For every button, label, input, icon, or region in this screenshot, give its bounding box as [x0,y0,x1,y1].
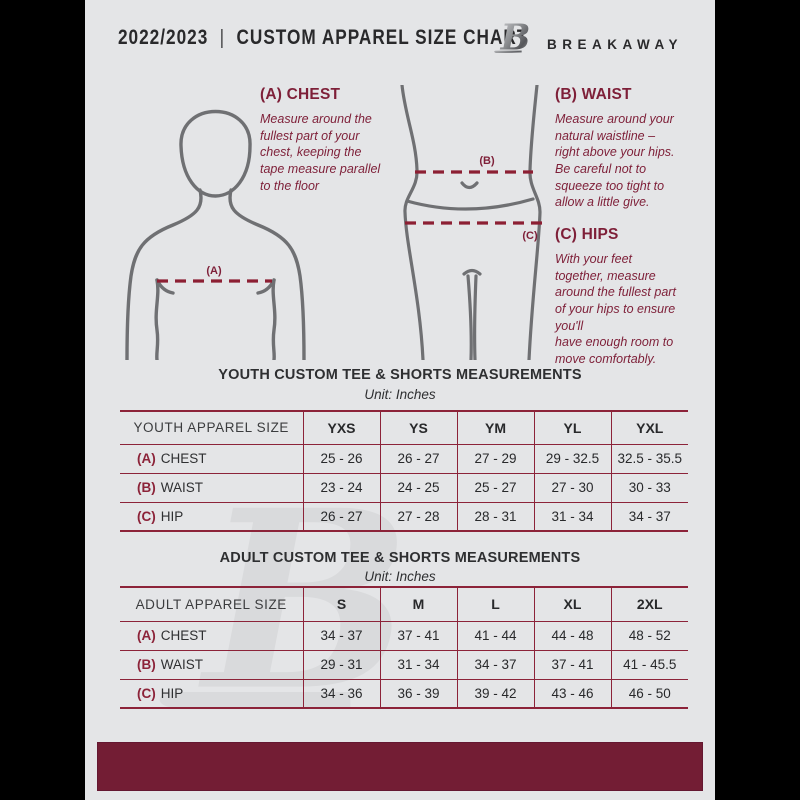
waist-line-label: (B) [479,155,495,167]
table-cell: 23 - 24 [302,473,380,503]
footer-accent-bar [97,742,703,791]
size-header-l: L [456,586,534,622]
youth-table-unit: Unit: Inches [364,387,436,402]
year-label: 2022/2023 [118,26,209,49]
table-cell: 48 - 52 [610,621,688,651]
row-prefix: (B) [137,657,156,672]
brand-logo-icon: B [494,18,530,59]
table-cell: 31 - 34 [379,650,457,680]
table-cell: 24 - 25 [379,473,457,503]
table-cell: 25 - 26 [302,444,380,474]
youth-header-row: YOUTH APPAREL SIZE YXS YS YM YL YXL [120,410,688,445]
waist-heading: (B) WAIST [555,86,632,103]
row-name: WAIST [160,480,203,495]
row-name: HIP [160,508,184,524]
youth-table-title: YOUTH CUSTOM TEE & SHORTS MEASUREMENTS [218,367,582,383]
row-name: WAIST [160,657,203,672]
row-name: HIP [160,685,184,701]
row-prefix: (A) [137,451,156,466]
row-name: CHEST [160,451,207,466]
size-header-ym: YM [456,410,534,445]
table-cell: 31 - 34 [533,502,611,532]
brand-lockup: B BREAKAWAY [491,16,683,62]
table-row: (A) CHEST 25 - 26 26 - 27 27 - 29 29 - 32… [120,444,688,474]
table-cell: 34 - 36 [302,679,380,709]
table-row: (B) WAIST 23 - 24 24 - 25 25 - 27 27 - 30… [120,473,688,503]
youth-size-table: YOUTH APPAREL SIZE YXS YS YM YL YXL (A) C… [120,410,688,532]
adult-table-unit: Unit: Inches [364,569,436,584]
hips-body-text: With your feet together, measure around … [555,252,676,366]
page-title: CUSTOM APPAREL SIZE CHART [236,26,529,49]
size-header-2xl: 2XL [610,586,688,622]
table-cell: 27 - 30 [533,473,611,503]
row-prefix: (C) [137,508,156,524]
table-row: (A) CHEST 34 - 37 37 - 41 41 - 44 44 - 48… [120,621,688,651]
row-prefix: (B) [137,480,156,495]
hips-instructions: (C) HIPS With your feet together, measur… [555,226,713,367]
table-row: (B) WAIST 29 - 31 31 - 34 34 - 37 37 - 41… [120,650,688,680]
size-header-m: M [379,586,457,622]
table-cell: 27 - 29 [456,444,534,474]
table-row: (C) HIP 26 - 27 27 - 28 28 - 31 31 - 34 3… [120,502,688,532]
table-row: (C) HIP 34 - 36 36 - 39 39 - 42 43 - 46 4… [120,679,688,709]
size-header-yxl: YXL [610,410,688,445]
table-cell: 26 - 27 [302,502,380,532]
chest-heading: (A) CHEST [260,86,341,103]
adult-header-row: ADULT APPAREL SIZE S M L XL 2XL [120,586,688,622]
adult-table-title: ADULT CUSTOM TEE & SHORTS MEASUREMENTS [219,550,581,566]
table-cell: 25 - 27 [456,473,534,503]
table-cell: 41 - 44 [456,621,534,651]
adult-size-column-header: ADULT APPAREL SIZE [120,586,303,622]
row-name: CHEST [160,628,207,643]
chest-line-label: (A) [206,265,222,277]
table-cell: 28 - 31 [456,502,534,532]
table-cell: 41 - 45.5 [610,650,688,680]
size-chart-document: B 2022/2023 | CUSTOM APPAREL SIZE CHART … [85,0,715,800]
size-header-yxs: YXS [302,410,380,445]
table-cell: 43 - 46 [533,679,611,709]
size-header-ys: YS [379,410,457,445]
waist-instructions: (B) WAIST Measure around your natural wa… [555,86,707,211]
table-cell: 29 - 32.5 [533,444,611,474]
table-cell: 30 - 33 [610,473,688,503]
brand-name: BREAKAWAY [547,36,684,52]
table-cell: 34 - 37 [456,650,534,680]
table-cell: 32.5 - 35.5 [610,444,688,474]
table-cell: 39 - 42 [456,679,534,709]
header-divider: | [219,26,225,49]
size-header-xl: XL [533,586,611,622]
chest-body-text: Measure around the fullest part of your … [260,112,381,193]
table-cell: 34 - 37 [610,502,688,532]
table-cell: 37 - 41 [379,621,457,651]
lower-body-diagram: (B) (C) [400,85,542,360]
hip-line-label: (C) [522,230,538,242]
youth-size-column-header: YOUTH APPAREL SIZE [120,410,303,445]
table-cell: 29 - 31 [302,650,380,680]
table-cell: 37 - 41 [533,650,611,680]
table-cell: 34 - 37 [302,621,380,651]
torso-diagram: (A) [125,110,306,360]
waist-body-text: Measure around your natural waistline – … [555,112,675,210]
table-cell: 46 - 50 [610,679,688,709]
size-header-yl: YL [533,410,611,445]
page-header: 2022/2023 | CUSTOM APPAREL SIZE CHART [118,26,528,50]
table-cell: 44 - 48 [533,621,611,651]
table-cell: 26 - 27 [379,444,457,474]
size-header-s: S [302,586,380,622]
row-prefix: (C) [137,685,156,701]
table-cell: 36 - 39 [379,679,457,709]
chest-instructions: (A) CHEST Measure around the fullest par… [260,86,430,194]
table-cell: 27 - 28 [379,502,457,532]
hips-heading: (C) HIPS [555,226,619,243]
adult-size-table: ADULT APPAREL SIZE S M L XL 2XL (A) CHEST… [120,586,688,709]
row-prefix: (A) [137,628,156,643]
